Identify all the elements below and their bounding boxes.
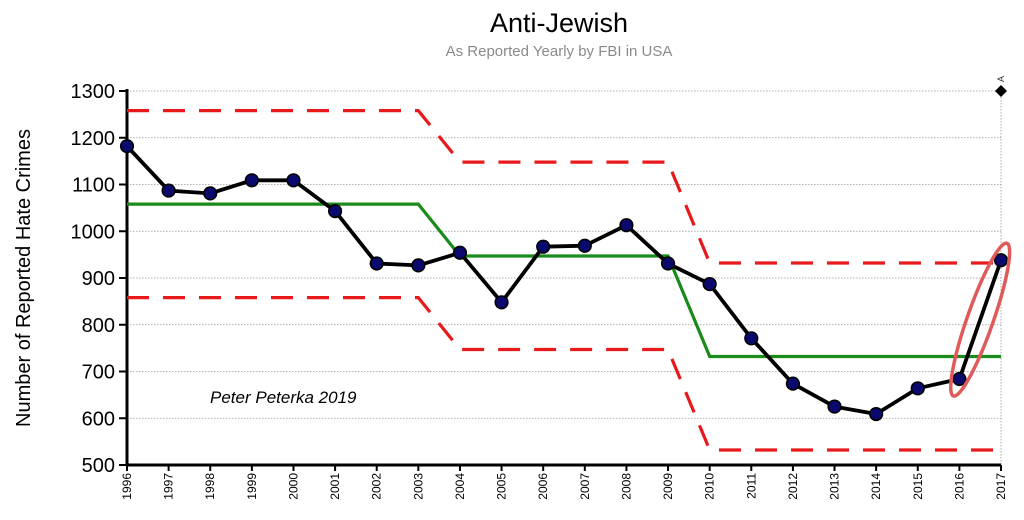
y-axis-label: Number of Reported Hate Crimes	[13, 129, 35, 427]
author-annotation: Peter Peterka 2019	[210, 388, 357, 407]
x-tick-label: 2001	[328, 473, 342, 500]
y-tick-label: 500	[82, 455, 115, 477]
x-tick-label: 2014	[869, 473, 883, 500]
y-tick-label: 1300	[71, 81, 116, 103]
y-tick-label: 600	[82, 408, 115, 430]
lower-limit-line	[127, 296, 1001, 452]
chart-title: Anti-Jewish	[490, 8, 628, 38]
x-tick-label: 2017	[994, 473, 1008, 500]
highlight-ellipse	[948, 241, 1012, 398]
upper-limit-line	[127, 109, 1001, 265]
data-point	[827, 399, 842, 414]
x-tick-label: 2012	[786, 473, 800, 500]
x-tick-label: 2016	[952, 473, 966, 500]
data-point	[203, 186, 218, 201]
x-tick-label: 1996	[120, 473, 134, 500]
mean-line	[127, 202, 1001, 359]
data-point	[369, 256, 384, 271]
x-tick-label: 2011	[744, 473, 758, 499]
x-tick-label: 2002	[370, 473, 384, 500]
data-point	[702, 276, 717, 292]
data-point	[161, 183, 176, 198]
x-tick-label: 2007	[578, 473, 592, 500]
y-tick-label: 800	[82, 315, 115, 337]
data-point	[327, 204, 343, 219]
data-point	[744, 331, 759, 346]
x-tick-label: 1997	[162, 473, 176, 500]
data-point	[286, 173, 301, 188]
x-tick-label: 2013	[828, 473, 842, 500]
data-point	[577, 238, 592, 253]
data-point	[910, 381, 925, 396]
corner-diamond-marker	[995, 85, 1007, 97]
x-tick-label: 2015	[911, 473, 925, 500]
x-tick-label: 2010	[703, 473, 717, 500]
data-point	[536, 239, 551, 254]
corner-label: A	[996, 76, 1006, 82]
data-point	[785, 376, 801, 391]
x-tick-label: 2008	[619, 473, 633, 500]
x-tick-label: 2005	[495, 473, 509, 500]
data-point	[494, 295, 509, 310]
x-tick-label: 2009	[661, 473, 675, 500]
data-line	[125, 144, 1003, 416]
data-point	[952, 371, 967, 387]
data-point	[452, 245, 468, 260]
x-tick-label: 1999	[245, 473, 259, 500]
y-tick-label: 1100	[72, 175, 115, 197]
data-point	[411, 258, 426, 273]
data-point	[660, 256, 676, 271]
x-tick-label: 2000	[286, 473, 300, 500]
plot-area: 500 600 700 800 900 1000 1100 1200 1300 1996 1997 1…	[71, 81, 1012, 500]
y-tick-label: 900	[82, 268, 115, 290]
data-point	[993, 253, 1009, 268]
y-tick-label: 1200	[71, 128, 116, 150]
data-point	[244, 173, 259, 188]
x-tick-label: 2003	[411, 473, 425, 500]
y-tick-label: 700	[82, 362, 115, 384]
data-point	[619, 218, 634, 233]
x-tick-label: 2004	[453, 473, 467, 500]
chart-subtitle: As Reported Yearly by FBI in USA	[446, 43, 673, 60]
x-tick-label: 2006	[536, 473, 550, 500]
y-tick-label: 1000	[71, 221, 116, 243]
data-point	[119, 139, 135, 154]
data-point	[869, 406, 884, 422]
x-tick-label: 1998	[203, 473, 217, 500]
